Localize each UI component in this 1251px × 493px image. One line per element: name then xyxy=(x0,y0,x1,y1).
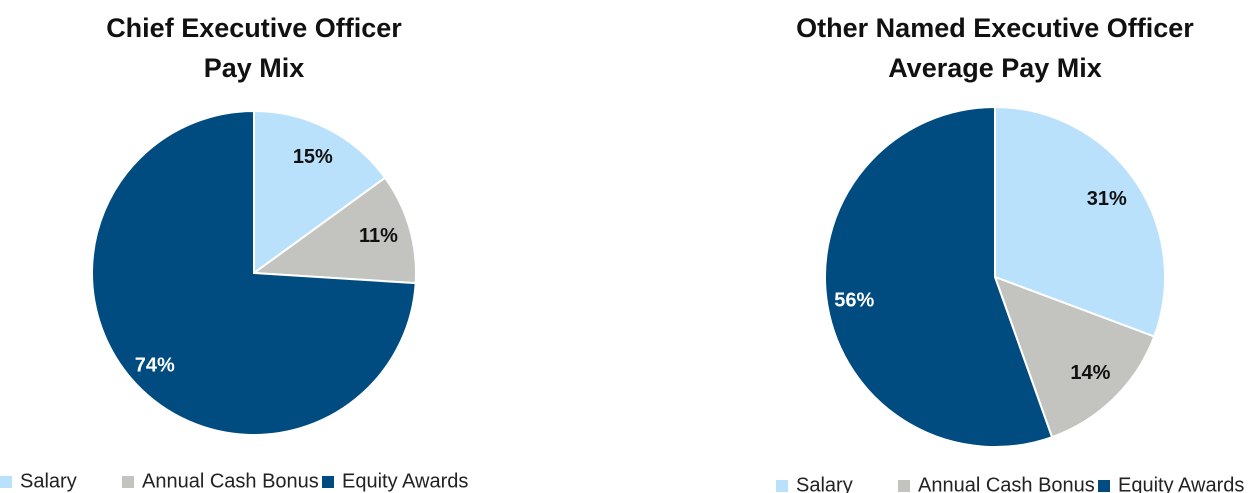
data-label: 31% xyxy=(1087,188,1127,210)
legend-swatch xyxy=(0,476,12,488)
data-label: 11% xyxy=(359,225,398,247)
pie-slice xyxy=(993,275,1156,439)
chart-title: Pay Mix xyxy=(204,53,305,83)
pie-slice xyxy=(251,176,417,285)
data-label: 15% xyxy=(293,146,333,168)
data-label: 74% xyxy=(135,354,175,376)
pie-slice xyxy=(253,109,387,275)
legend-swatch xyxy=(776,480,788,492)
data-label: 14% xyxy=(1070,362,1110,384)
legend-label: Annual Cash Bonus xyxy=(142,470,319,492)
legend-label: Annual Cash Bonus xyxy=(918,474,1095,493)
pie-slice xyxy=(994,105,1166,338)
legend-swatch xyxy=(898,480,910,492)
data-label: 56% xyxy=(834,290,874,312)
legend-label: Equity Awards xyxy=(342,470,468,492)
legend-label: Equity Awards xyxy=(1118,474,1244,493)
chart-title: Other Named Executive Officer xyxy=(796,13,1194,43)
pie-slice xyxy=(91,109,417,436)
pie-slice xyxy=(824,105,1054,448)
chart-title: Average Pay Mix xyxy=(888,53,1102,83)
legend-label: Salary xyxy=(796,474,853,493)
legend-swatch xyxy=(322,476,334,488)
legend-label: Salary xyxy=(20,470,77,492)
chart-title: Chief Executive Officer xyxy=(106,13,402,43)
legend-swatch xyxy=(1098,480,1110,492)
legend-swatch xyxy=(122,476,134,488)
